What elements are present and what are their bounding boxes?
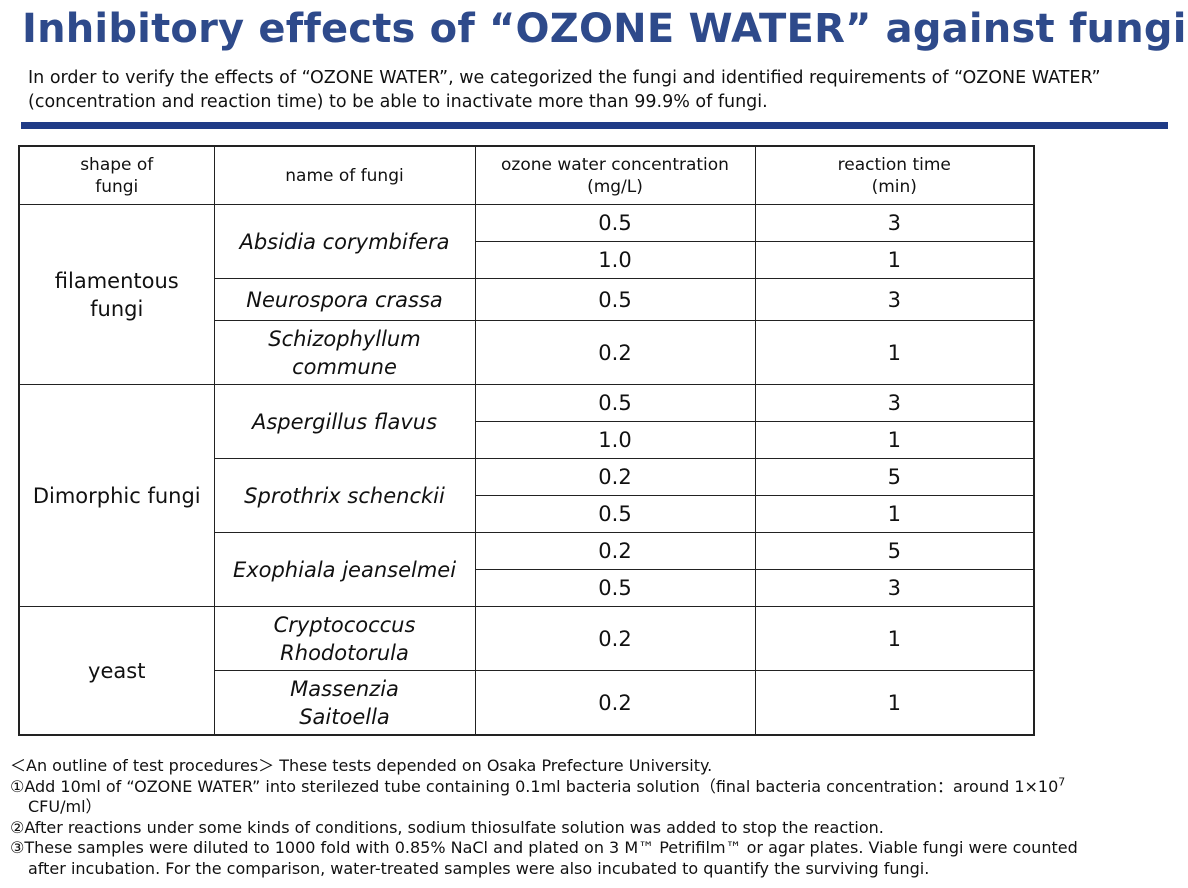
concentration-cell: 0.5 [475, 205, 755, 242]
concentration-cell: 0.2 [475, 533, 755, 570]
concentration-cell: 0.2 [475, 321, 755, 385]
table-row: Dimorphic fungi Aspergillus flavus 0.5 3 [19, 385, 1034, 422]
time-cell: 3 [755, 570, 1034, 607]
note-step-2: ②After reactions under some kinds of con… [10, 818, 1180, 839]
note-step-1-unit: CFU/ml） [10, 797, 1180, 818]
concentration-cell: 0.5 [475, 570, 755, 607]
time-cell: 3 [755, 205, 1034, 242]
header-shape: shape of fungi [19, 146, 214, 205]
header-time-line2: (min) [756, 176, 1034, 198]
header-shape-line1: shape of [20, 154, 214, 176]
table-row: yeast Cryptococcus Rhodotorula 0.2 1 [19, 607, 1034, 671]
table-header-row: shape of fungi name of fungi ozone water… [19, 146, 1034, 205]
concentration-cell: 0.5 [475, 279, 755, 321]
intro-text: In order to verify the effects of “OZONE… [28, 66, 1158, 114]
note-outline: ＜An outline of test procedures＞ These te… [10, 756, 1180, 777]
header-concentration: ozone water concentration (mg/L) [475, 146, 755, 205]
note-step-3-continuation: after incubation. For the comparison, wa… [10, 859, 1180, 880]
time-cell: 5 [755, 459, 1034, 496]
fungus-name-line2: Saitoella [215, 703, 475, 731]
time-cell: 3 [755, 385, 1034, 422]
test-procedure-notes: ＜An outline of test procedures＞ These te… [10, 756, 1180, 879]
shape-filamentous-line2: fungi [20, 295, 214, 323]
time-cell: 3 [755, 279, 1034, 321]
title-divider [21, 122, 1168, 129]
note-step-3: ③These samples were diluted to 1000 fold… [10, 838, 1180, 879]
shape-filamentous: filamentous fungi [19, 205, 214, 385]
concentration-cell: 1.0 [475, 242, 755, 279]
fungus-name-line1: Cryptococcus [215, 611, 475, 639]
fungi-table-container: shape of fungi name of fungi ozone water… [18, 145, 1035, 736]
fungus-name-line1: Massenzia [215, 675, 475, 703]
time-cell: 1 [755, 422, 1034, 459]
time-cell: 5 [755, 533, 1034, 570]
fungus-name: Cryptococcus Rhodotorula [214, 607, 475, 671]
concentration-cell: 1.0 [475, 422, 755, 459]
fungus-name-line2: commune [215, 353, 475, 381]
fungus-name: Absidia corymbifera [214, 205, 475, 279]
header-time: reaction time (min) [755, 146, 1034, 205]
concentration-cell: 0.5 [475, 496, 755, 533]
header-conc-line2: (mg/L) [476, 176, 755, 198]
time-cell: 1 [755, 607, 1034, 671]
fungus-name-line2: Rhodotorula [215, 639, 475, 667]
header-time-line1: reaction time [756, 154, 1034, 176]
fungus-name: Exophiala jeanselmei [214, 533, 475, 607]
shape-filamentous-line1: filamentous [20, 267, 214, 295]
note-step-1: ①Add 10ml of “OZONE WATER” into sterilez… [10, 777, 1180, 818]
time-cell: 1 [755, 496, 1034, 533]
fungus-name: Neurospora crassa [214, 279, 475, 321]
time-cell: 1 [755, 671, 1034, 736]
header-name: name of fungi [214, 146, 475, 205]
concentration-cell: 0.5 [475, 385, 755, 422]
fungus-name: Schizophyllum commune [214, 321, 475, 385]
shape-yeast: yeast [19, 607, 214, 736]
note-step-3-text: ③These samples were diluted to 1000 fold… [10, 838, 1078, 857]
fungus-name: Massenzia Saitoella [214, 671, 475, 736]
concentration-cell: 0.2 [475, 607, 755, 671]
header-conc-line1: ozone water concentration [476, 154, 755, 176]
shape-dimorphic: Dimorphic fungi [19, 385, 214, 607]
time-cell: 1 [755, 242, 1034, 279]
fungi-table: shape of fungi name of fungi ozone water… [18, 145, 1035, 736]
time-cell: 1 [755, 321, 1034, 385]
fungus-name: Sprothrix schenckii [214, 459, 475, 533]
fungus-name-line1: Schizophyllum [215, 325, 475, 353]
concentration-cell: 0.2 [475, 459, 755, 496]
note-step-1-text: ①Add 10ml of “OZONE WATER” into sterilez… [10, 777, 1058, 796]
concentration-cell: 0.2 [475, 671, 755, 736]
page-title: Inhibitory effects of “OZONE WATER” agai… [22, 6, 1187, 52]
table-row: filamentous fungi Absidia corymbifera 0.… [19, 205, 1034, 242]
header-shape-line2: fungi [20, 176, 214, 198]
note-step-1-exponent: 7 [1058, 775, 1065, 788]
fungus-name: Aspergillus flavus [214, 385, 475, 459]
